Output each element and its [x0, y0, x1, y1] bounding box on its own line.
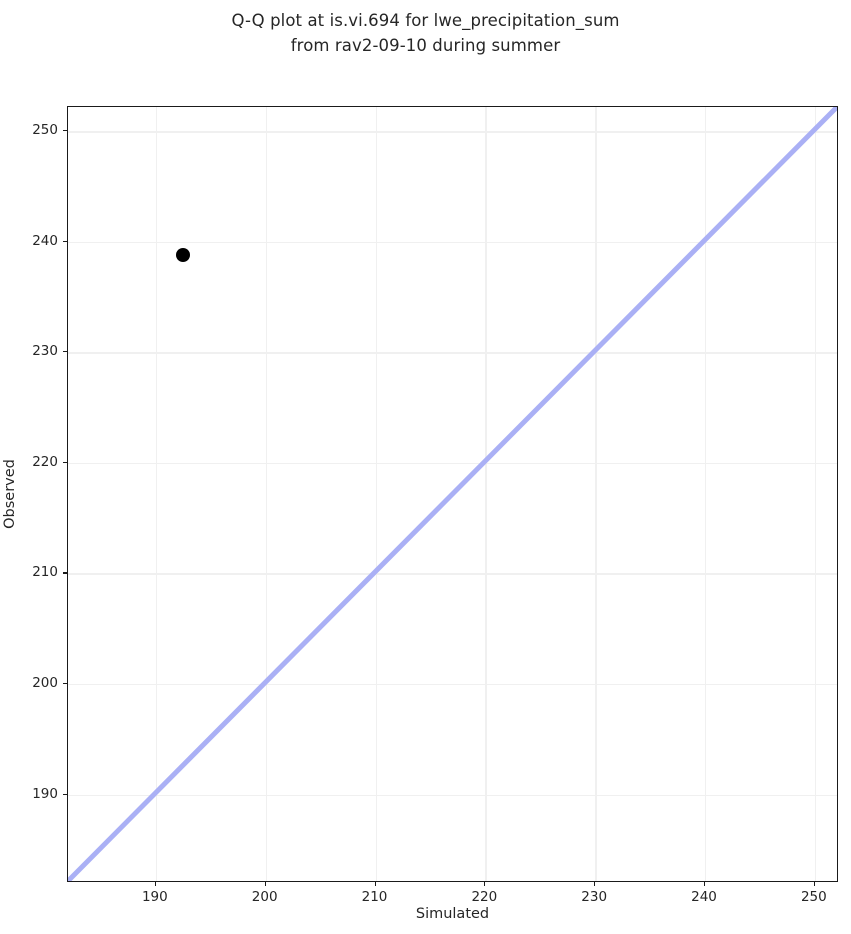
gridline-x-220	[485, 107, 487, 881]
y-tick-label-200: 200	[32, 675, 58, 692]
y-axis-label-text: Observed	[2, 459, 19, 529]
x-tick-label-250: 250	[800, 889, 827, 905]
y-tick-label-220: 220	[32, 453, 58, 470]
gridline-x-230	[595, 107, 597, 881]
x-tick-label-240: 240	[691, 889, 717, 905]
y-tick-label-240: 240	[32, 232, 58, 249]
gridline-y-230	[68, 352, 837, 354]
y-tick-220	[63, 461, 67, 464]
x-tick-label-210: 210	[361, 889, 388, 905]
y-tick-200	[63, 683, 67, 685]
y-tick-230	[63, 351, 67, 353]
page-title: Q-Q plot at is.vi.694 for lwe_precipitat…	[231, 11, 620, 55]
gridline-x-200	[265, 107, 268, 881]
x-tick-210	[374, 882, 376, 886]
y-tick-label-210: 210	[32, 564, 58, 581]
gridline-y-190	[68, 794, 837, 796]
identity-line-layer	[68, 107, 837, 881]
gridline-y-250	[68, 131, 837, 133]
x-tick-label-190: 190	[141, 889, 168, 905]
x-tick-label-220: 220	[471, 889, 498, 905]
gridline-y-200	[68, 684, 837, 686]
gridline-x-210	[375, 107, 377, 881]
x-tick-240	[704, 882, 706, 886]
gridline-y-220	[68, 462, 837, 465]
gridline-y-240	[68, 241, 837, 244]
y-tick-250	[63, 130, 67, 132]
gridline-x-240	[705, 107, 707, 881]
plot-area	[67, 106, 838, 882]
y-tick-label-190: 190	[32, 785, 58, 802]
gridline-x-250	[814, 107, 817, 881]
x-tick-220	[484, 882, 486, 886]
x-tick-label-230: 230	[581, 889, 608, 905]
y-tick-label-250: 250	[32, 122, 58, 139]
x-tick-190	[154, 882, 156, 886]
x-tick-230	[594, 882, 596, 886]
y-tick-210	[63, 572, 67, 574]
y-axis-label: Observed	[0, 106, 20, 882]
x-tick-250	[813, 882, 815, 886]
gridline-y-210	[68, 573, 837, 575]
identity-reference-line	[68, 107, 837, 881]
data-point-marker	[176, 248, 191, 263]
y-tick-190	[63, 793, 67, 795]
gridline-x-190	[155, 107, 158, 881]
y-tick-240	[63, 240, 67, 242]
x-tick-label-200: 200	[251, 889, 278, 905]
x-axis-label: Simulated	[415, 906, 490, 922]
y-tick-label-230: 230	[32, 343, 58, 360]
x-tick-200	[264, 882, 266, 886]
